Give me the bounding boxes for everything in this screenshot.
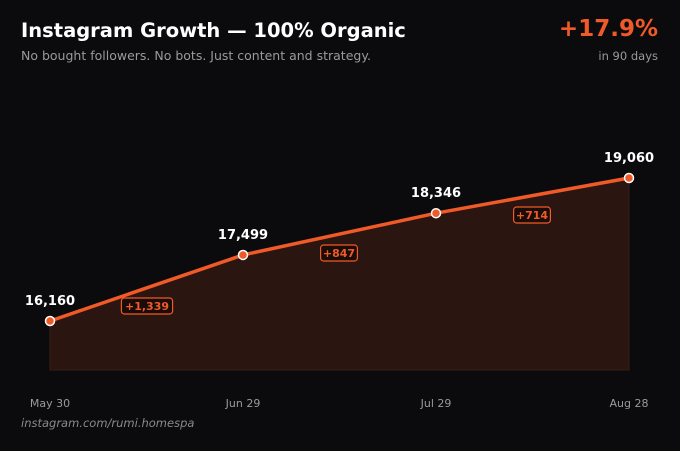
x-tick-label: Aug 28 bbox=[610, 397, 649, 410]
x-tick-label: May 30 bbox=[30, 397, 70, 410]
delta-label: +847 bbox=[323, 247, 355, 260]
data-point bbox=[623, 172, 635, 184]
chart-title: Instagram Growth — 100% Organic bbox=[21, 19, 406, 42]
delta-badge bbox=[512, 206, 551, 224]
delta-badge bbox=[320, 244, 359, 262]
series-line bbox=[48, 176, 631, 323]
delta-label: +1,339 bbox=[125, 300, 169, 313]
growth-percent: +17.9% bbox=[558, 16, 658, 42]
data-label: 18,346 bbox=[411, 186, 461, 201]
x-tick-label: Jun 29 bbox=[225, 397, 261, 410]
delta-badge bbox=[120, 297, 174, 315]
data-point bbox=[44, 315, 56, 327]
growth-period: in 90 days bbox=[598, 49, 658, 63]
chart-subtitle: No bought followers. No bots. Just conte… bbox=[21, 48, 371, 63]
footer-handle[interactable]: instagram.com/rumi.homespa bbox=[21, 416, 195, 430]
data-point bbox=[237, 249, 249, 261]
x-tick-label: Jul 29 bbox=[420, 397, 452, 410]
delta-label: +714 bbox=[516, 209, 549, 222]
data-label: 17,499 bbox=[218, 228, 268, 243]
data-label: 19,060 bbox=[604, 151, 654, 166]
data-label: 16,160 bbox=[25, 294, 75, 309]
data-point bbox=[430, 207, 442, 219]
